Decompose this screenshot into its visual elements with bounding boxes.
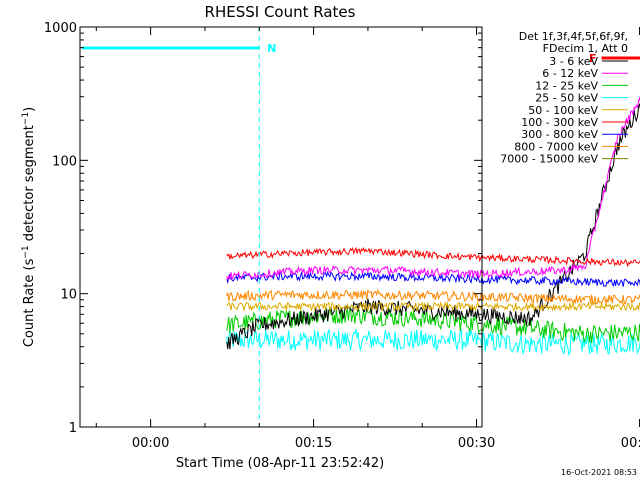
plot-frame bbox=[79, 26, 483, 428]
legend-header-decim: FDecim 1, Att 0 bbox=[543, 42, 628, 55]
series-line-100-300kev bbox=[226, 246, 640, 268]
legend-entry-label: 12 - 25 keV bbox=[535, 79, 598, 92]
y-axis-label-part1: Count Rate (s bbox=[22, 258, 37, 347]
y-axis-label: Count Rate (s−1 detector segment−1) bbox=[21, 107, 37, 347]
chart-title: RHESSI Count Rates bbox=[205, 3, 356, 21]
legend-entry-label: 100 - 300 keV bbox=[521, 116, 598, 129]
night-marker-label: N bbox=[267, 42, 276, 55]
x-tick-label: 00:00 bbox=[132, 436, 169, 451]
flare-marker-label: F bbox=[589, 52, 597, 65]
legend-entry-label: 300 - 800 keV bbox=[521, 128, 598, 141]
legend-entry-label: 6 - 12 keV bbox=[542, 67, 598, 80]
x-tick-label: 00:45 bbox=[621, 436, 640, 451]
y-tick-label: 1 bbox=[69, 421, 77, 436]
legend: Det 1f,3f,4f,5f,6f,9f, FDecim 1, Att 0 3… bbox=[500, 30, 628, 166]
y-tick-label: 100 bbox=[52, 154, 77, 169]
plot-marks: NSF bbox=[82, 27, 640, 427]
legend-entry-label: 7000 - 15000 keV bbox=[500, 153, 598, 166]
series-line-6-12kev bbox=[226, 96, 640, 282]
y-axis-label-part2: detector segment bbox=[22, 125, 37, 245]
y-tick-label: 10 bbox=[60, 288, 77, 303]
timestamp: 16-Oct-2021 08:53 bbox=[561, 468, 637, 477]
legend-entry-label: 3 - 6 keV bbox=[549, 55, 598, 68]
series-line-50-100kev bbox=[226, 300, 640, 313]
y-axis-label-sup1: −1 bbox=[21, 245, 31, 258]
x-axis-label: Start Time (08-Apr-11 23:52:42) bbox=[176, 456, 384, 471]
series-line-300-800kev bbox=[226, 270, 640, 288]
y-axis-label-sup2: −1 bbox=[21, 112, 31, 125]
x-tick-label: 00:30 bbox=[458, 436, 495, 451]
axis-ticks: 110100100000:0000:1500:3000:4501:0001:15… bbox=[44, 21, 640, 451]
legend-entry-label: 50 - 100 keV bbox=[528, 104, 598, 117]
legend-header-detectors: Det 1f,3f,4f,5f,6f,9f, bbox=[519, 30, 628, 43]
legend-entry-label: 25 - 50 keV bbox=[535, 92, 598, 105]
series-line-12-25kev bbox=[226, 306, 640, 343]
y-axis-label-part3: ) bbox=[22, 107, 37, 112]
x-tick-label: 00:15 bbox=[295, 436, 332, 451]
legend-entry-label: 800 - 7000 keV bbox=[514, 140, 598, 153]
y-tick-label: 1000 bbox=[44, 21, 77, 36]
series-line-800-7000kev bbox=[226, 288, 640, 306]
